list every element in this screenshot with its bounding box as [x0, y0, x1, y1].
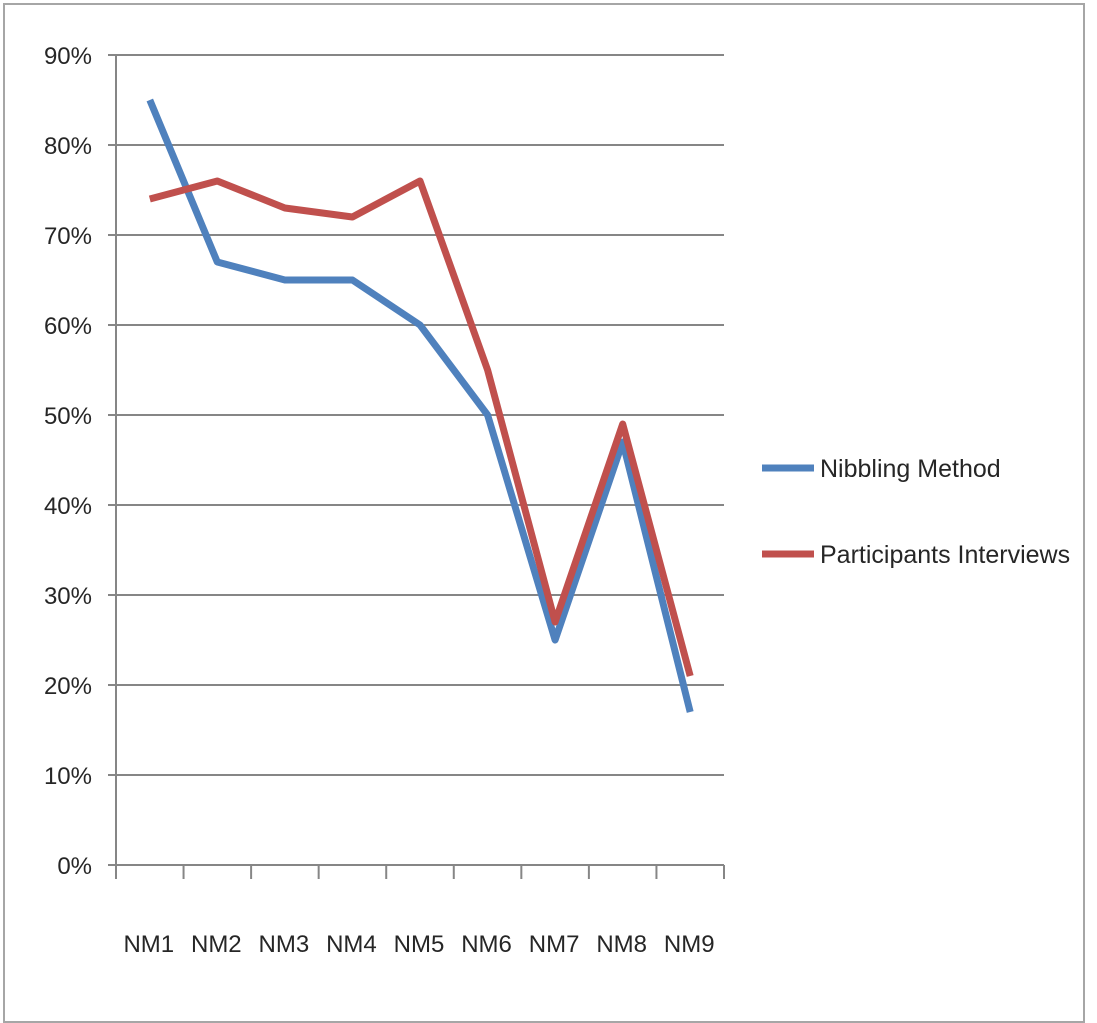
y-tick-label: 90% [44, 43, 92, 70]
series-lines [146, 98, 694, 713]
x-axis-tick-labels: NM1 NM2 NM3 NM4 NM5 NM6 NM7 NM8 NM9 [123, 931, 714, 958]
y-axis-tick-labels: 0% 10% 20% 30% 40% 50% 60% 70% 80% 90% [44, 43, 92, 880]
gridlines [116, 54, 724, 776]
legend-label: Nibbling Method [820, 455, 1001, 483]
y-tick-label: 60% [44, 313, 92, 340]
x-tick-label: NM4 [326, 931, 377, 958]
y-tick-label: 70% [44, 223, 92, 250]
y-tick-label: 40% [44, 493, 92, 520]
series-line [146, 98, 694, 713]
y-tick-label: 0% [57, 853, 92, 880]
series-line [148, 177, 694, 677]
y-tick-label: 50% [44, 403, 92, 430]
y-tick-label: 80% [44, 133, 92, 160]
y-tick-label: 10% [44, 763, 92, 790]
legend-label: Participants Interviews [820, 541, 1070, 569]
x-tick-label: NM3 [259, 931, 310, 958]
y-tick-label: 20% [44, 673, 92, 700]
x-tick-label: NM5 [394, 931, 445, 958]
x-tick-label: NM6 [461, 931, 512, 958]
x-tick-label: NM7 [529, 931, 580, 958]
axes [108, 54, 725, 879]
x-tick-label: NM9 [664, 931, 715, 958]
legend: Nibbling Method Participants Interviews [762, 455, 1070, 569]
x-tick-label: NM8 [596, 931, 647, 958]
y-tick-label: 30% [44, 583, 92, 610]
x-tick-label: NM1 [123, 931, 174, 958]
x-tick-label: NM2 [191, 931, 242, 958]
